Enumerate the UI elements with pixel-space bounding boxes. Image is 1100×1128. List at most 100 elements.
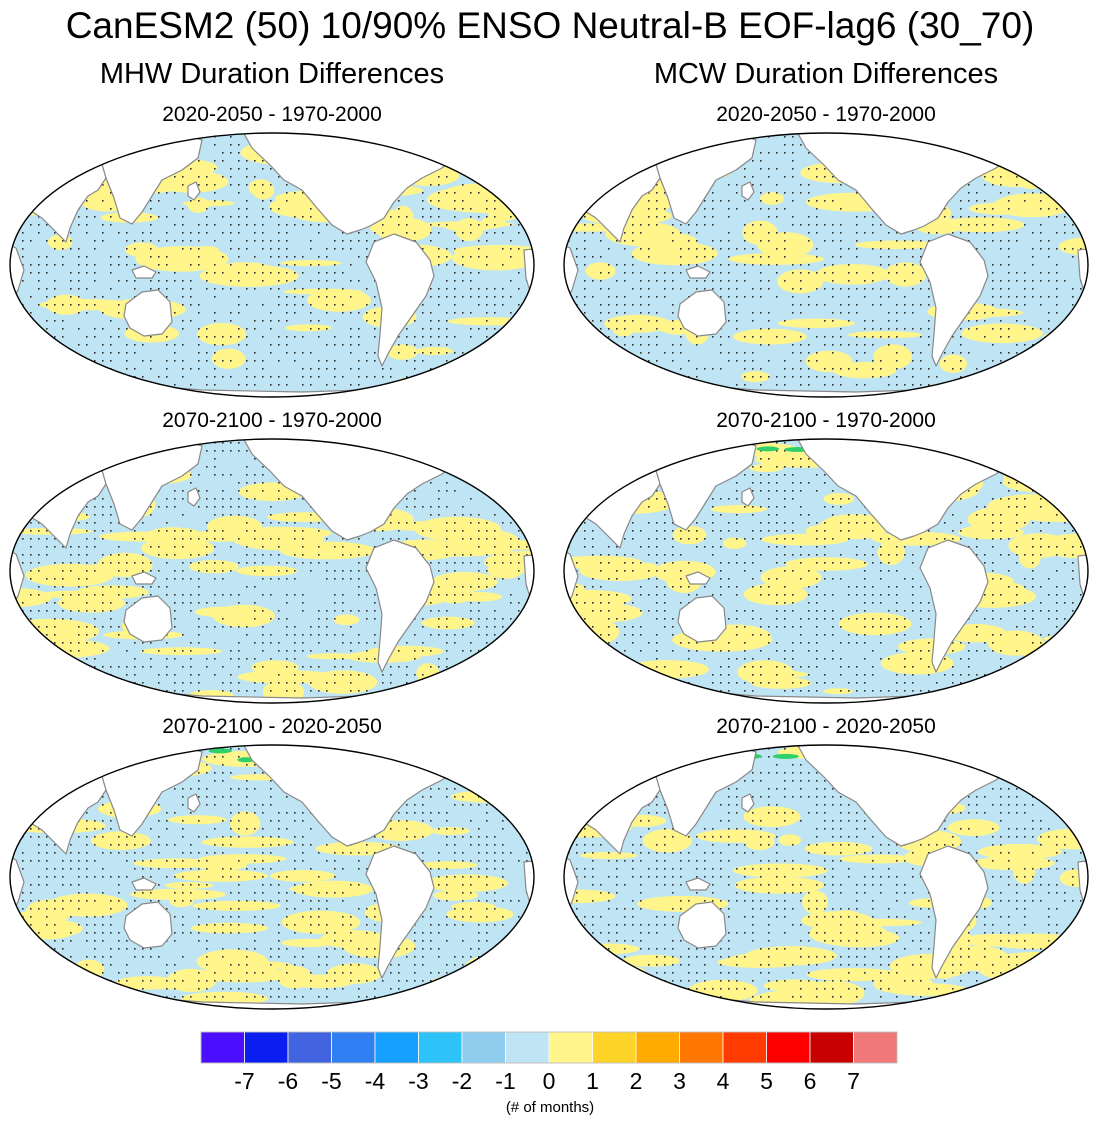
colorbar-swatch	[548, 1031, 593, 1064]
positive-anomaly-patch	[492, 540, 534, 550]
strong-anomaly-patch	[772, 753, 799, 759]
column-title-mcw: MCW Duration Differences	[653, 58, 999, 90]
positive-anomaly-patch	[580, 852, 638, 859]
positive-anomaly-patch	[483, 645, 511, 663]
positive-anomaly-patch	[187, 197, 210, 213]
positive-anomaly-patch	[750, 677, 812, 689]
positive-anomaly-patch	[777, 318, 855, 328]
colorbar-swatch	[679, 1031, 724, 1064]
positive-anomaly-patch	[1008, 533, 1069, 558]
positive-anomaly-patch	[985, 745, 1032, 767]
positive-anomaly-patch	[92, 148, 124, 157]
strong-anomaly-patch	[610, 139, 623, 145]
positive-anomaly-patch	[567, 172, 599, 195]
positive-anomaly-patch	[763, 979, 826, 992]
land-mass	[960, 439, 1009, 463]
colorbar-units: (# of months)	[505, 1099, 595, 1116]
positive-anomaly-patch	[47, 893, 128, 917]
positive-anomaly-patch	[939, 217, 1025, 233]
land-mass	[131, 571, 157, 585]
positive-anomaly-patch	[194, 606, 254, 618]
positive-anomaly-patch	[308, 670, 378, 694]
positive-anomaly-patch	[884, 262, 927, 287]
positive-anomaly-patch	[141, 537, 215, 560]
positive-anomaly-patch	[333, 614, 360, 626]
land-mass	[564, 241, 579, 311]
map-border	[563, 438, 1089, 704]
positive-anomaly-patch	[212, 262, 277, 281]
colorbar-tick-label: -7	[234, 1068, 255, 1094]
positive-anomaly-patch	[885, 983, 967, 996]
positive-anomaly-patch	[10, 772, 54, 781]
positive-anomaly-patch	[168, 815, 227, 825]
colorbar-tick-label: -3	[408, 1068, 429, 1094]
map-mcw-2020-2050-vs-1970-2000	[556, 130, 1096, 400]
map-mcw-2070-2100-vs-1970-2000	[556, 436, 1096, 706]
positive-anomaly-patch	[10, 981, 55, 991]
positive-anomaly-patch	[1064, 465, 1088, 482]
positive-anomaly-patch	[604, 314, 671, 333]
positive-anomaly-patch	[961, 323, 1043, 344]
map-mcw-2070-2100-vs-2020-2050	[556, 742, 1096, 1012]
positive-anomaly-patch	[433, 890, 479, 901]
positive-anomaly-patch	[1037, 828, 1088, 850]
positive-anomaly-patch	[760, 192, 784, 205]
positive-anomaly-patch	[819, 514, 891, 540]
positive-anomaly-patch	[133, 858, 218, 869]
positive-anomaly-patch	[285, 324, 332, 332]
land-mass	[123, 595, 173, 643]
colorbar-swatch	[592, 1031, 637, 1064]
positive-anomaly-patch	[489, 779, 520, 794]
positive-anomaly-patch	[815, 264, 890, 285]
map-mhw-2070-2100-vs-1970-2000	[2, 436, 542, 706]
positive-anomaly-patch	[10, 494, 28, 520]
positive-anomaly-patch	[564, 977, 589, 997]
positive-anomaly-patch	[217, 960, 293, 971]
positive-anomaly-patch	[873, 344, 913, 370]
colorbar-tick-label: 2	[629, 1068, 643, 1094]
positive-anomaly-patch	[10, 618, 99, 644]
positive-anomaly-patch	[734, 876, 825, 894]
positive-anomaly-patch	[760, 566, 822, 589]
strong-anomaly-patch	[1020, 752, 1038, 758]
positive-anomaly-patch	[189, 560, 239, 574]
positive-anomaly-patch	[449, 150, 510, 171]
positive-anomaly-patch	[993, 951, 1088, 968]
panel-title-mhw-2: 2070-2100 - 1970-2000	[162, 409, 382, 432]
positive-anomaly-patch	[939, 354, 968, 373]
land-mass	[685, 877, 711, 891]
positive-anomaly-patch	[211, 348, 246, 369]
positive-anomaly-patch	[958, 524, 1024, 540]
positive-anomaly-patch	[38, 902, 60, 916]
land-mass	[123, 289, 173, 337]
colorbar-swatch	[853, 1031, 898, 1064]
colorbar	[200, 1031, 898, 1069]
land-mass	[10, 547, 25, 617]
land-mass	[677, 595, 727, 643]
colorbar-tick-label: 3	[673, 1068, 686, 1094]
positive-anomaly-patch	[564, 667, 653, 679]
positive-anomaly-patch	[466, 765, 534, 779]
positive-anomaly-patch	[579, 560, 662, 581]
positive-anomaly-patch	[757, 232, 814, 258]
land-mass	[131, 265, 157, 279]
positive-anomaly-patch	[270, 870, 336, 882]
positive-anomaly-patch	[832, 362, 897, 379]
strong-anomaly-patch	[1029, 138, 1059, 144]
positive-anomaly-patch	[505, 341, 534, 364]
land-mass	[919, 539, 989, 673]
colorbar-swatch	[374, 1031, 419, 1064]
colorbar-swatch	[461, 1031, 506, 1064]
positive-anomaly-patch	[151, 979, 196, 990]
strong-anomaly-patch	[670, 446, 699, 452]
positive-anomaly-patch	[1057, 320, 1088, 345]
strong-anomaly-patch	[208, 748, 232, 754]
significance-stippling	[564, 748, 1088, 1006]
land-mass	[685, 571, 711, 585]
positive-anomaly-patch	[823, 688, 853, 695]
land-mass	[406, 133, 455, 157]
land-mass	[685, 265, 711, 279]
positive-anomaly-patch	[169, 894, 194, 908]
positive-anomaly-patch	[854, 240, 939, 250]
positive-anomaly-patch	[422, 221, 514, 228]
